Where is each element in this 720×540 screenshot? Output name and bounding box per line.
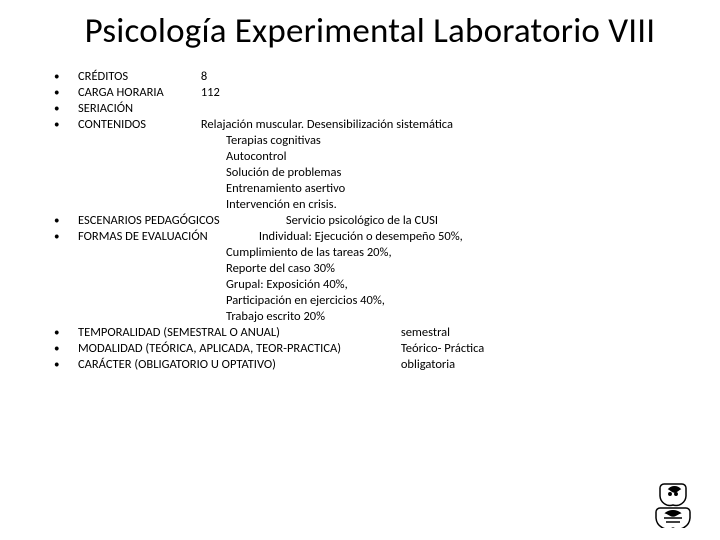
label-escenarios: ESCENARIOS PEDAGÓGICOS — [78, 213, 283, 229]
item-temporalidad: TEMPORALIDAD (SEMESTRAL O ANUAL) semestr… — [50, 325, 690, 341]
formas-line-3: Participación en ejercicios 40%, — [78, 293, 690, 309]
label-caracter: CARÁCTER (OBLIGATORIO U OPTATIVO) — [78, 357, 398, 373]
label-carga: CARGA HORARIA — [78, 85, 198, 101]
item-carga: CARGA HORARIA 112 — [50, 85, 690, 101]
value-creditos: 8 — [201, 69, 207, 84]
page-title: Psicología Experimental Laboratorio VIII — [50, 12, 690, 51]
label-temporalidad: TEMPORALIDAD (SEMESTRAL O ANUAL) — [78, 325, 398, 341]
bullet-list: CRÉDITOS 8 CARGA HORARIA 112 SERIACIÓN C… — [50, 69, 690, 373]
formas-line-0: Cumplimiento de las tareas 20%, — [78, 245, 690, 261]
label-formas: FORMAS DE EVALUACIÓN — [78, 229, 256, 245]
item-contenidos: CONTENIDOS Relajación muscular. Desensib… — [50, 117, 690, 213]
value-modalidad: Teórico- Práctica — [401, 341, 484, 356]
value-temporalidad: semestral — [401, 325, 450, 340]
value-caracter: obligatoria — [401, 357, 455, 372]
content-block: CRÉDITOS 8 CARGA HORARIA 112 SERIACIÓN C… — [50, 69, 690, 373]
label-seriacion: SERIACIÓN — [78, 101, 133, 116]
logo-icon — [644, 482, 702, 528]
label-modalidad: MODALIDAD (TEÓRICA, APLICADA, TEOR-PRACT… — [78, 341, 398, 357]
value-carga: 112 — [201, 85, 220, 100]
formas-line-2: Grupal: Exposición 40%, — [78, 277, 690, 293]
item-caracter: CARÁCTER (OBLIGATORIO U OPTATIVO) obliga… — [50, 357, 690, 373]
contenidos-line-4: Entrenamiento asertivo — [78, 181, 690, 197]
item-modalidad: MODALIDAD (TEÓRICA, APLICADA, TEOR-PRACT… — [50, 341, 690, 357]
item-creditos: CRÉDITOS 8 — [50, 69, 690, 85]
item-seriacion: SERIACIÓN — [50, 101, 690, 117]
formas-line-1: Reporte del caso 30% — [78, 261, 690, 277]
slide: Psicología Experimental Laboratorio VIII… — [0, 0, 720, 540]
contenidos-line-1: Terapias cognitivas — [78, 133, 690, 149]
formas-line-4: Trabajo escrito 20% — [78, 309, 690, 325]
contenidos-line-2: Autocontrol — [78, 149, 690, 165]
label-contenidos: CONTENIDOS — [78, 117, 198, 133]
contenidos-line-5: Intervención en crisis. — [78, 197, 690, 213]
value-escenarios: Servicio psicológico de la CUSI — [286, 213, 438, 228]
contenidos-line-0: Relajación muscular. Desensibilización s… — [201, 117, 453, 132]
item-escenarios: ESCENARIOS PEDAGÓGICOS Servicio psicológ… — [50, 213, 690, 229]
formas-first: Individual: Ejecución o desempeño 50%, — [259, 229, 463, 244]
contenidos-line-3: Solución de problemas — [78, 165, 690, 181]
item-formas: FORMAS DE EVALUACIÓN Individual: Ejecuci… — [50, 229, 690, 325]
label-creditos: CRÉDITOS — [78, 69, 198, 85]
